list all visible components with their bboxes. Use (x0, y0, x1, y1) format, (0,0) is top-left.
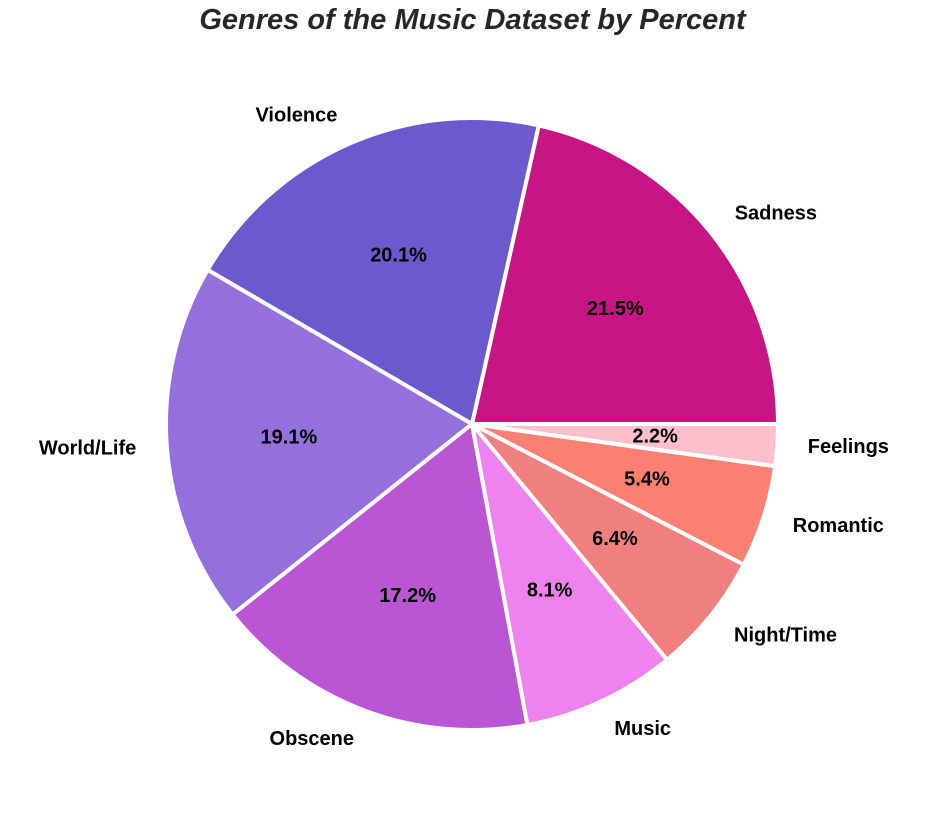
pct-label-romantic: 5.4% (624, 469, 670, 491)
slice-label-sadness: Sadness (735, 203, 817, 225)
pie-slice-music (470, 422, 670, 727)
slice-label-violence: Violence (255, 105, 337, 127)
pie-slice-world-life (164, 267, 474, 617)
pie-slices (164, 116, 780, 732)
slice-label-romantic: Romantic (793, 515, 884, 537)
pct-label-obscene: 17.2% (379, 585, 436, 607)
slice-label-obscene: Obscene (270, 728, 354, 750)
pie-slice-night-time (470, 422, 746, 662)
pie-labels: 21.5% Sadness 20.1% Violence 19.1% World/Life… (39, 105, 889, 751)
pie-slice-sadness (470, 123, 780, 426)
slice-label-world-life: World/Life (39, 437, 136, 459)
pct-label-night-time: 6.4% (592, 528, 638, 550)
pie-slice-obscene (230, 422, 530, 732)
slice-label-night-time: Night/Time (734, 624, 837, 646)
pct-label-feelings: 2.2% (632, 426, 678, 448)
pie-slice-feelings (470, 422, 780, 469)
slice-label-music: Music (614, 718, 671, 740)
pie-slice-violence (205, 116, 541, 426)
pct-label-music: 8.1% (527, 579, 573, 601)
chart-title: Genres of the Music Dataset by Percent (199, 4, 746, 36)
slice-label-feelings: Feelings (808, 436, 889, 458)
pct-label-world-life: 19.1% (261, 426, 318, 448)
pct-label-violence: 20.1% (370, 245, 427, 267)
pct-label-sadness: 21.5% (587, 298, 644, 320)
